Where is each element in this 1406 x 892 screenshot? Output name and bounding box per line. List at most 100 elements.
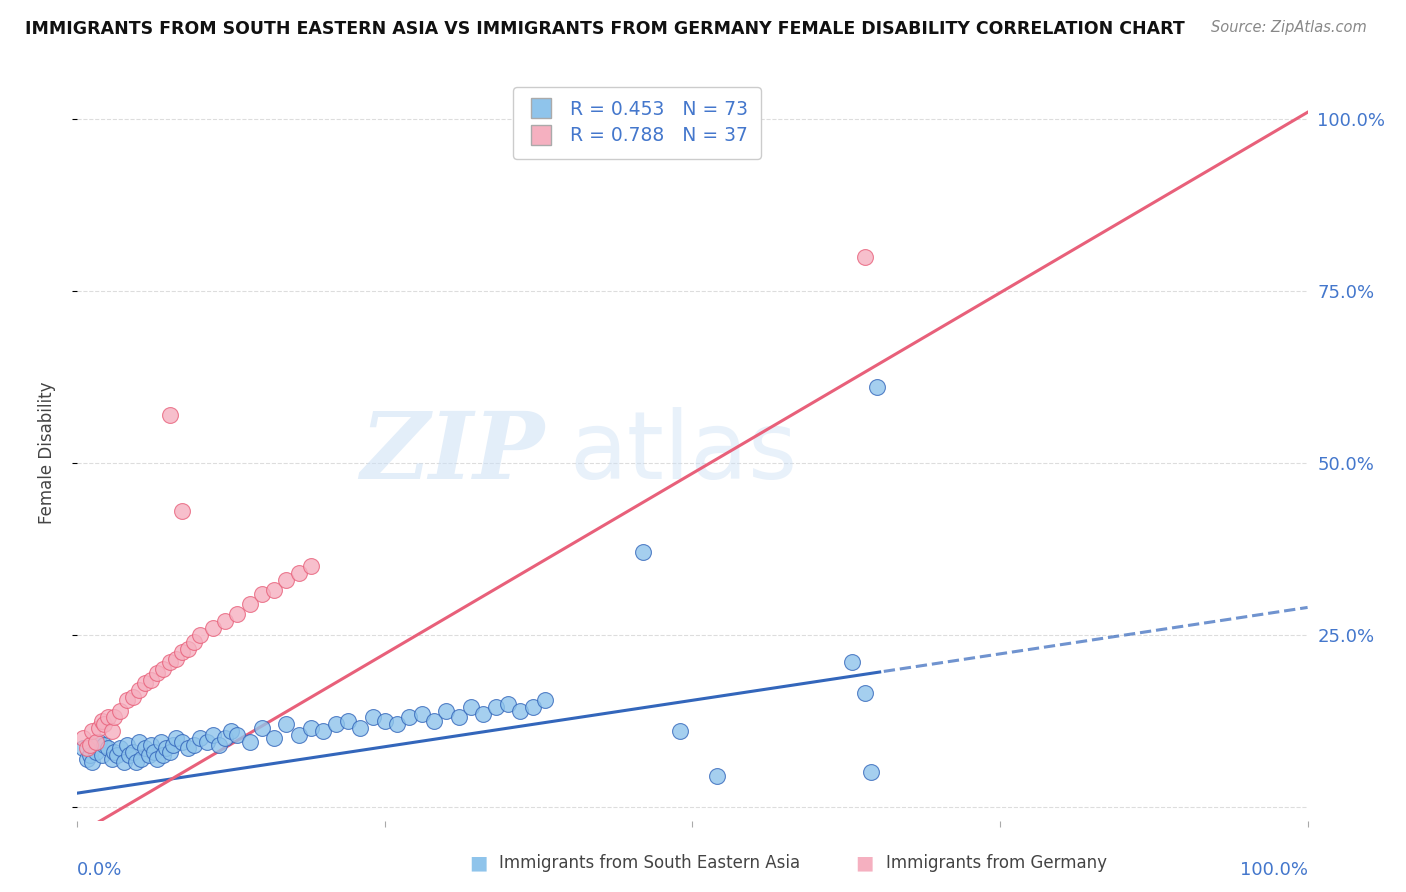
Point bbox=[152, 748, 174, 763]
Point bbox=[485, 700, 508, 714]
Point bbox=[201, 621, 224, 635]
Point bbox=[90, 714, 114, 728]
Point bbox=[97, 710, 120, 724]
Point bbox=[349, 721, 371, 735]
Point bbox=[669, 724, 692, 739]
Point bbox=[460, 700, 482, 714]
Text: 100.0%: 100.0% bbox=[1240, 861, 1308, 880]
Point bbox=[183, 738, 205, 752]
Point bbox=[152, 662, 174, 676]
Point bbox=[509, 704, 531, 718]
Point bbox=[115, 693, 138, 707]
Text: 0.0%: 0.0% bbox=[77, 861, 122, 880]
Point bbox=[112, 755, 135, 769]
Text: atlas: atlas bbox=[569, 407, 797, 499]
Point bbox=[79, 748, 101, 763]
Point bbox=[79, 738, 101, 752]
Point bbox=[177, 741, 200, 756]
Point bbox=[411, 706, 433, 721]
Point bbox=[263, 583, 285, 598]
Point bbox=[633, 545, 655, 559]
Text: ■: ■ bbox=[468, 854, 488, 872]
Point bbox=[76, 752, 98, 766]
Point bbox=[141, 738, 163, 752]
Point bbox=[195, 734, 218, 748]
Point bbox=[299, 721, 322, 735]
Point bbox=[162, 738, 184, 752]
Point bbox=[325, 717, 347, 731]
Point bbox=[841, 656, 863, 670]
Point bbox=[423, 714, 446, 728]
Point bbox=[866, 380, 889, 394]
Point bbox=[128, 734, 150, 748]
Point bbox=[398, 710, 420, 724]
Point bbox=[312, 724, 335, 739]
Point bbox=[105, 748, 128, 763]
Point bbox=[138, 748, 160, 763]
Point bbox=[159, 408, 181, 422]
Point bbox=[115, 738, 138, 752]
Point bbox=[146, 752, 169, 766]
Text: Immigrants from South Eastern Asia: Immigrants from South Eastern Asia bbox=[499, 855, 800, 872]
Point bbox=[110, 741, 132, 756]
Point bbox=[183, 635, 205, 649]
Point bbox=[155, 741, 177, 756]
Y-axis label: Female Disability: Female Disability bbox=[38, 382, 56, 524]
Point bbox=[110, 704, 132, 718]
Point bbox=[134, 741, 156, 756]
Point bbox=[208, 738, 231, 752]
Point bbox=[188, 628, 212, 642]
Point bbox=[72, 731, 94, 745]
Point bbox=[93, 738, 115, 752]
Point bbox=[103, 745, 125, 759]
Point bbox=[522, 700, 544, 714]
Point bbox=[76, 741, 98, 756]
Point bbox=[214, 614, 236, 628]
Point bbox=[103, 710, 125, 724]
Text: Immigrants from Germany: Immigrants from Germany bbox=[886, 855, 1107, 872]
Point bbox=[84, 745, 107, 759]
Point bbox=[129, 752, 153, 766]
Point bbox=[89, 734, 111, 748]
Point bbox=[141, 673, 163, 687]
Point bbox=[146, 665, 169, 680]
Point bbox=[385, 717, 409, 731]
Point bbox=[288, 566, 311, 580]
Point bbox=[250, 587, 273, 601]
Point bbox=[150, 734, 173, 748]
Point bbox=[337, 714, 360, 728]
Point bbox=[121, 690, 143, 704]
Point bbox=[219, 724, 242, 739]
Point bbox=[188, 731, 212, 745]
Point bbox=[859, 765, 882, 780]
Point bbox=[436, 704, 458, 718]
Point bbox=[142, 745, 165, 759]
Point bbox=[250, 721, 273, 735]
Point bbox=[118, 748, 141, 763]
Point bbox=[159, 656, 181, 670]
Point bbox=[201, 728, 224, 742]
Point bbox=[226, 607, 249, 622]
Text: Source: ZipAtlas.com: Source: ZipAtlas.com bbox=[1211, 20, 1367, 35]
Point bbox=[239, 597, 262, 611]
Point bbox=[472, 706, 495, 721]
Point bbox=[226, 728, 249, 742]
Point bbox=[170, 645, 193, 659]
Point bbox=[170, 504, 193, 518]
Point bbox=[101, 724, 124, 739]
Point bbox=[534, 693, 557, 707]
Point bbox=[90, 748, 114, 763]
Point bbox=[214, 731, 236, 745]
Text: ■: ■ bbox=[855, 854, 875, 872]
Point bbox=[706, 769, 728, 783]
Point bbox=[165, 652, 187, 666]
Point bbox=[128, 683, 150, 698]
Point bbox=[82, 724, 104, 739]
Point bbox=[121, 745, 143, 759]
Legend: R = 0.453   N = 73, R = 0.788   N = 37: R = 0.453 N = 73, R = 0.788 N = 37 bbox=[513, 87, 761, 159]
Text: ZIP: ZIP bbox=[360, 408, 546, 498]
Point bbox=[853, 686, 876, 700]
Point bbox=[853, 250, 876, 264]
Point bbox=[447, 710, 470, 724]
Point bbox=[159, 745, 181, 759]
